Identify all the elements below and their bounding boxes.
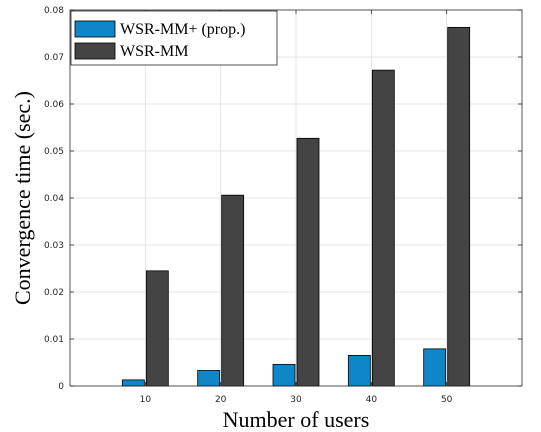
bar-wsr-mm-plus-20: [197, 370, 221, 387]
y-tick-label: 0.07: [44, 53, 64, 63]
x-tick-label: 10: [140, 395, 152, 405]
grid-lines: [70, 10, 522, 386]
bar-wsr-mm-plus-10: [121, 379, 145, 387]
y-axis-ticks: 0 0.01 0.02 0.03 0.04 0.05 0.06 0.07 0.08: [44, 6, 522, 392]
y-tick-label: 0.03: [44, 241, 64, 251]
x-axis-title: Number of users: [223, 407, 370, 432]
x-tick-label: 30: [290, 395, 302, 405]
bar-wsr-mm-plus-30: [272, 363, 296, 387]
y-tick-label: 0.08: [44, 6, 64, 16]
x-tick-label: 20: [215, 395, 227, 405]
x-tick-label: 40: [366, 395, 378, 405]
bars: [121, 26, 471, 387]
bar-wsr-mm-40: [371, 69, 395, 387]
y-tick-label: 0.06: [44, 100, 64, 110]
legend-label-wsr-mm-plus: WSR-MM+ (prop.): [120, 21, 245, 38]
y-tick-label: 0.05: [44, 147, 64, 157]
legend-label-wsr-mm: WSR-MM: [120, 43, 188, 60]
bar-wsr-mm-50: [447, 26, 471, 387]
bar-wsr-mm-plus-50: [423, 348, 447, 387]
bar-wsr-mm-10: [145, 270, 169, 387]
y-tick-label: 0.04: [44, 194, 64, 204]
y-tick-label: 0: [58, 382, 64, 392]
bar-wsr-mm-20: [221, 194, 245, 387]
bar-wsr-mm-plus-40: [347, 355, 371, 387]
y-tick-label: 0.01: [44, 335, 64, 345]
y-axis-title: Convergence time (sec.): [10, 91, 35, 305]
legend-swatch-wsr-mm-plus: [74, 20, 116, 38]
legend-swatch-wsr-mm: [74, 42, 116, 60]
x-tick-label: 50: [441, 395, 453, 405]
y-tick-label: 0.02: [44, 288, 64, 298]
bar-wsr-mm-30: [296, 137, 320, 387]
legend: WSR-MM+ (prop.) WSR-MM: [70, 10, 278, 66]
